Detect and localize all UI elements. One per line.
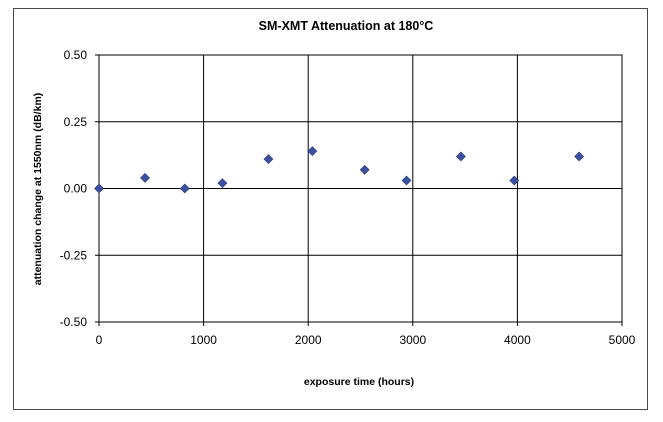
x-tick-label: 1000	[190, 333, 217, 347]
data-point-marker	[307, 146, 318, 157]
data-point-marker	[401, 175, 412, 186]
y-axis-label: attenuation change at 1550nm (dB/km)	[32, 93, 44, 286]
y-tick-label: 0.00	[64, 182, 88, 196]
data-point-marker	[263, 154, 274, 165]
y-tick-label: 0.25	[64, 115, 88, 129]
data-point-marker	[455, 151, 466, 162]
chart-svg: SM-XMT Attenuation at 180°C 0 1000 2000 300…	[32, 19, 636, 388]
x-tick-label: 4000	[504, 333, 531, 347]
data-point-marker	[217, 178, 228, 189]
x-axis-label: exposure time (hours)	[304, 376, 414, 388]
data-point-marker	[179, 183, 190, 194]
chart-frame: SM-XMT Attenuation at 180°C 0 1000 2000 300…	[13, 8, 648, 410]
data-point-marker	[574, 151, 585, 162]
data-point-marker	[94, 183, 104, 194]
data-point-marker	[359, 164, 370, 175]
tick-labels: 0 1000 2000 3000 4000 5000 0.50 0.25 0.00 -0.25 -0…	[60, 48, 636, 347]
y-tick-label: -0.50	[60, 315, 88, 329]
x-tick-label: 2000	[295, 333, 322, 347]
data-points	[94, 146, 585, 194]
x-tick-label: 3000	[399, 333, 426, 347]
y-tick-label: 0.50	[64, 48, 88, 62]
data-point-marker	[140, 172, 150, 183]
chart-title: SM-XMT Attenuation at 180°C	[259, 19, 434, 33]
x-tick-label: 5000	[609, 333, 636, 347]
y-tick-label: -0.25	[60, 248, 88, 262]
data-point-marker	[509, 175, 520, 186]
x-tick-label: 0	[96, 333, 103, 347]
